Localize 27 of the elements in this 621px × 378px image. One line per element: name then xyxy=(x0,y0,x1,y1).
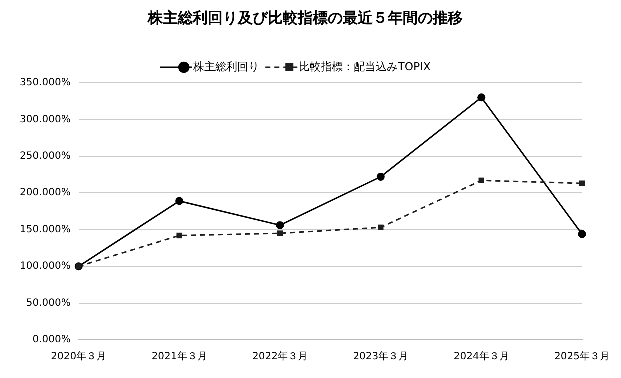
y-tick-label: 50.000% xyxy=(26,298,71,309)
y-tick-label: 250.000% xyxy=(20,151,71,162)
chart-title: 株主総利回り及び比較指標の最近５年間の推移 xyxy=(147,8,463,27)
point xyxy=(478,178,484,184)
point xyxy=(478,94,486,102)
y-tick-label: 0.000% xyxy=(32,334,71,346)
point xyxy=(277,230,284,236)
x-tick-label: 2024年３月 xyxy=(454,350,510,363)
point xyxy=(276,221,284,230)
point xyxy=(176,197,184,206)
x-tick-label: 2022年３月 xyxy=(252,350,308,363)
x-tick-label: 2025年３月 xyxy=(554,350,610,363)
x-tick-label: 2023年３月 xyxy=(353,350,409,363)
y-tick-label: 200.000% xyxy=(20,188,71,199)
legend-label: 株主総利回り xyxy=(192,60,260,74)
point xyxy=(579,180,586,186)
y-tick-label: 300.000% xyxy=(20,114,71,126)
legend-label: 比較指標：配当込みTOPIX xyxy=(299,60,432,74)
point xyxy=(176,232,182,239)
point xyxy=(378,224,384,230)
y-tick-label: 150.000% xyxy=(20,224,71,236)
y-tick-label: 350.000% xyxy=(20,78,71,89)
y-tick-label: 100.000% xyxy=(20,261,71,272)
x-tick-label: 2021年３月 xyxy=(152,350,208,363)
x-tick-label: 2020年３月 xyxy=(51,350,107,363)
point xyxy=(578,230,586,238)
point xyxy=(376,172,385,181)
